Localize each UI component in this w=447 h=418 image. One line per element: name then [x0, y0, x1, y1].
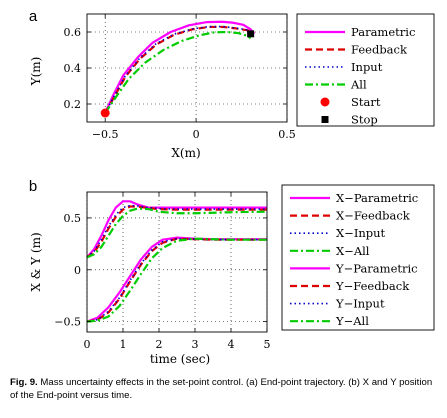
legend: Parametric Feedback Input All Start Stop	[296, 13, 435, 127]
legend-label: Input	[351, 60, 383, 74]
y-tick-label: 0.2	[64, 98, 82, 111]
legend-label: Y−Input	[335, 297, 385, 311]
x-tick-label: 0	[84, 338, 91, 351]
series-line-all	[104, 30, 252, 114]
y-tick-label: 0.5	[64, 212, 82, 225]
y-axis-label: Y(m)	[29, 57, 43, 87]
series-line-x-input	[86, 204, 267, 258]
y-tick-label: 0.6	[64, 26, 82, 39]
series-line-y-all	[86, 237, 267, 323]
figure-caption: Fig. 9. Mass uncertainty effects in the …	[10, 376, 440, 402]
y-tick-label: −0.5	[54, 316, 81, 329]
x-axis-label: time (sec)	[150, 352, 210, 366]
series-line-y-parametric	[86, 236, 267, 323]
legend-label: X−All	[336, 244, 370, 258]
plot-frame	[86, 191, 268, 333]
legend-label: Stop	[351, 113, 378, 127]
panel-label: a	[29, 8, 38, 25]
panel-label: b	[29, 178, 37, 195]
legend-frame	[281, 184, 435, 331]
x-tick-label: 5	[264, 338, 271, 351]
caption-text: Mass uncertainty effects in the set-poin…	[10, 377, 433, 401]
series-line-input	[104, 25, 253, 114]
x-axis-label: X(m)	[171, 146, 200, 160]
legend-label: Y−Parametric	[335, 261, 418, 275]
series-line-x-all	[86, 207, 268, 259]
chart-panel-a: −0.5 0 0.5 0.2 0.4 0.6 X(m) Y(m) a Parametric Feed…	[29, 8, 435, 160]
legend-swatch-stop	[321, 116, 329, 123]
series-line-parametric	[104, 20, 256, 114]
legend-label: Feedback	[351, 43, 408, 57]
x-tick-label: 0	[193, 128, 200, 141]
marker-stop	[247, 30, 255, 38]
legend-label: Parametric	[351, 25, 415, 39]
legend-label: X−Parametric	[336, 191, 418, 205]
x-tick-label: 2	[156, 338, 163, 351]
caption-label: Fig. 9.	[10, 377, 38, 388]
legend-label: X−Input	[336, 226, 386, 240]
series-line-y-feedback	[86, 237, 267, 323]
x-tick-label: 0.5	[278, 128, 296, 141]
legend-label: All	[350, 78, 367, 92]
series-line-y-input	[86, 237, 267, 323]
legend-label: Start	[351, 95, 381, 109]
legend-label: X−Feedback	[336, 209, 411, 223]
x-tick-label: 1	[120, 338, 127, 351]
y-tick-label: 0.4	[64, 62, 82, 75]
legend: X−Parametric X−Feedback X−Input X−All Y−Para…	[281, 184, 435, 331]
marker-start	[100, 108, 110, 118]
x-tick-label: 3	[192, 338, 199, 351]
x-tick-label: 4	[228, 338, 235, 351]
y-axis-label: X & Y (m)	[29, 232, 43, 291]
y-tick-label: 0	[74, 264, 81, 277]
x-tick-label: −0.5	[92, 128, 119, 141]
legend-label: Y−All	[335, 314, 369, 328]
legend-label: Y−Feedback	[335, 279, 410, 293]
legend-swatch-start	[320, 97, 330, 107]
